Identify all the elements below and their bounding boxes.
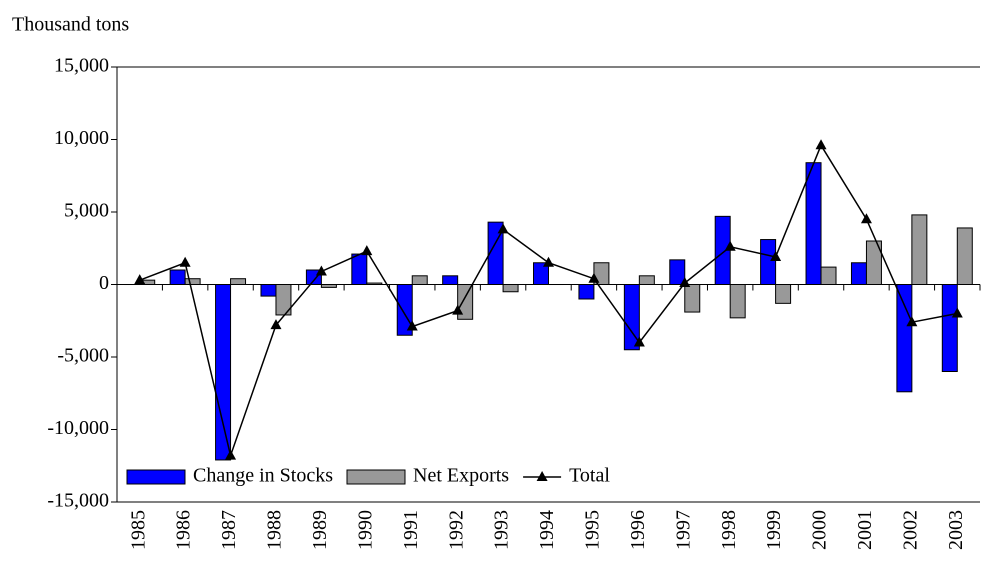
legend-label: Change in Stocks <box>193 465 333 487</box>
bar <box>230 278 247 286</box>
line-marker <box>452 304 464 315</box>
bar <box>351 253 368 286</box>
y-tick-label: -10,000 <box>47 417 109 439</box>
bar <box>941 284 958 372</box>
bar <box>578 284 595 300</box>
line-marker <box>179 256 191 267</box>
legend-swatch <box>126 469 186 485</box>
line-marker <box>633 336 645 347</box>
bar <box>760 239 777 286</box>
line-marker <box>225 449 237 460</box>
x-tick-label: 1995 <box>582 510 604 550</box>
bar <box>442 275 459 285</box>
bar <box>260 284 277 297</box>
line-marker <box>543 256 554 267</box>
line-marker <box>270 319 282 330</box>
y-tick-label: 15,000 <box>54 55 109 77</box>
line-marker <box>770 250 782 261</box>
x-tick-label: 1985 <box>127 510 149 550</box>
bar <box>669 259 686 286</box>
line-marker <box>815 139 827 150</box>
x-tick-label: 1991 <box>400 510 422 550</box>
y-tick-label: 0 <box>99 272 109 294</box>
x-tick-label: 1996 <box>627 510 649 550</box>
bar <box>411 275 428 285</box>
bar <box>684 284 701 313</box>
bar <box>820 266 837 286</box>
legend-swatch <box>346 469 406 485</box>
bar <box>502 284 519 293</box>
x-tick-label: 1988 <box>264 510 286 550</box>
line-marker <box>860 213 872 224</box>
x-tick-label: 1999 <box>763 510 785 550</box>
y-tick-label: 5,000 <box>64 200 109 222</box>
x-tick-label: 1993 <box>491 510 513 550</box>
bar <box>729 284 746 319</box>
line-marker <box>406 320 418 331</box>
legend-marker <box>536 471 548 481</box>
bar <box>956 227 973 285</box>
x-tick-label: 2001 <box>854 510 876 550</box>
x-tick-label: 1992 <box>445 510 467 550</box>
bar <box>638 275 655 285</box>
x-tick-label: 2000 <box>809 510 831 550</box>
bar <box>805 162 822 285</box>
legend: Change in Stocks Net Exports Total <box>126 465 610 487</box>
legend-label: Total <box>569 465 610 487</box>
x-tick-label: 1990 <box>354 510 376 550</box>
line-marker <box>588 272 600 283</box>
x-tick-label: 2003 <box>945 510 967 550</box>
x-tick-label: 1986 <box>173 510 195 550</box>
bar <box>911 214 928 285</box>
line-marker <box>951 307 963 318</box>
bar <box>215 284 232 461</box>
x-tick-label: 2002 <box>899 510 921 550</box>
line-marker <box>724 240 736 251</box>
x-tick-label: 1998 <box>718 510 740 550</box>
x-tick-label: 1989 <box>309 510 331 550</box>
x-tick-label: 1997 <box>672 510 694 550</box>
legend-label: Net Exports <box>413 465 509 487</box>
x-tick-label: 1994 <box>536 510 558 550</box>
line <box>139 143 958 459</box>
line-marker <box>361 245 373 256</box>
line-marker <box>679 277 691 288</box>
bar <box>184 278 201 286</box>
y-tick-label: -15,000 <box>47 490 109 512</box>
x-tick-label: 1987 <box>218 510 240 550</box>
line-marker <box>315 265 327 276</box>
line-marker <box>134 274 146 285</box>
y-tick-label: 10,000 <box>54 127 109 149</box>
bar <box>896 284 913 393</box>
line-marker <box>906 316 918 327</box>
y-axis-title: Thousand tons <box>12 14 129 36</box>
y-tick-label: -5,000 <box>57 345 109 367</box>
bar <box>169 269 186 285</box>
bar <box>850 262 867 285</box>
line-marker <box>497 223 509 234</box>
bar <box>775 284 792 304</box>
